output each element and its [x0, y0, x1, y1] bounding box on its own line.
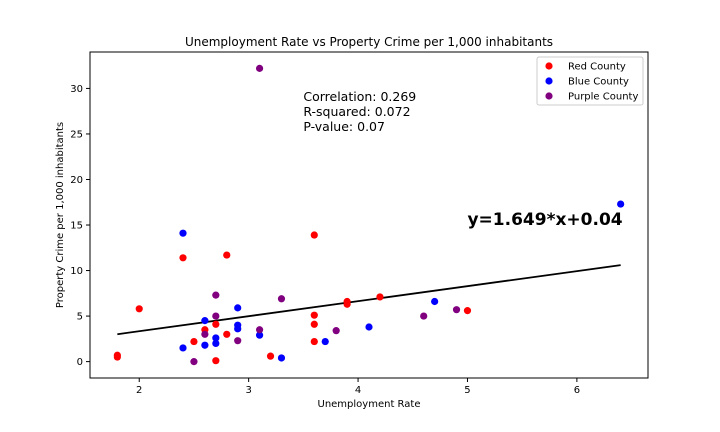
- axis-ticks: 2 3 4 5 6 0 5 10 15 20 25 30: [70, 84, 580, 396]
- data-point: [234, 337, 242, 345]
- y-tick-label: 20: [70, 175, 83, 186]
- legend-marker: [545, 62, 553, 70]
- legend-entry: Purple County: [568, 92, 638, 103]
- legend-marker: [545, 77, 553, 85]
- data-point: [212, 291, 220, 299]
- x-tick-label: 2: [136, 385, 142, 396]
- data-point: [332, 327, 340, 335]
- stat-line: P-value: 0.07: [303, 119, 385, 134]
- data-point: [212, 312, 220, 320]
- y-tick-label: 15: [70, 221, 83, 232]
- data-point: [223, 251, 231, 259]
- data-point: [223, 330, 231, 338]
- x-axis-label: Unemployment Rate: [318, 399, 421, 410]
- data-point: [212, 334, 220, 342]
- legend-box: [536, 56, 644, 106]
- stat-line: Correlation: 0.269: [303, 89, 416, 104]
- chart-title: Unemployment Rate vs Property Crime per …: [185, 35, 553, 49]
- data-point: [255, 64, 264, 72]
- x-tick-label: 6: [574, 385, 580, 396]
- data-point: [179, 254, 187, 262]
- y-tick-label: 30: [70, 84, 83, 95]
- data-point: [321, 337, 329, 346]
- data-point: [234, 325, 242, 333]
- regression-line: [117, 264, 621, 336]
- data-point: [277, 295, 286, 303]
- regression-equation: y=1.649*x+0.04: [467, 210, 622, 230]
- data-point: [113, 351, 121, 359]
- data-point: [343, 300, 351, 308]
- data-point: [179, 344, 187, 352]
- stat-line: R-squared: 0.072: [303, 104, 410, 119]
- data-point: [266, 352, 275, 360]
- data-point: [201, 317, 209, 325]
- data-point: [212, 357, 220, 365]
- data-point: [617, 200, 625, 208]
- y-tick-label: 5: [77, 312, 83, 323]
- data-point: [420, 312, 428, 320]
- data-point: [201, 330, 209, 338]
- data-point: [212, 320, 220, 328]
- regression-line-group: [117, 264, 621, 336]
- x-tick-label: 3: [245, 385, 251, 396]
- data-point: [212, 339, 220, 347]
- legend-marker: [545, 92, 553, 100]
- x-tick-label: 4: [355, 385, 361, 396]
- data-point: [135, 305, 143, 313]
- data-point: [365, 323, 373, 331]
- data-point: [310, 311, 318, 319]
- data-point: [179, 229, 187, 237]
- y-tick-label: 0: [77, 357, 83, 368]
- y-tick-label: 10: [70, 266, 83, 277]
- data-point: [190, 358, 198, 366]
- data-point: [310, 320, 318, 328]
- data-point: [255, 326, 264, 334]
- data-point: [310, 337, 318, 346]
- data-point: [255, 331, 264, 339]
- data-point: [431, 297, 439, 306]
- data-point: [190, 337, 198, 346]
- y-tick-label: 25: [70, 129, 83, 140]
- data-point: [310, 231, 318, 239]
- legend: Red County Blue County Purple County: [536, 56, 644, 106]
- data-point: [277, 354, 286, 362]
- y-axis-label: Property Crime per 1,000 inhabitants: [55, 122, 66, 308]
- data-point: [452, 306, 461, 314]
- data-point: [463, 307, 472, 315]
- data-points: [113, 64, 625, 366]
- data-point: [234, 304, 242, 312]
- data-point: [201, 341, 209, 349]
- plot-frame: [89, 51, 649, 379]
- legend-entry: Red County: [568, 62, 626, 73]
- data-point: [376, 293, 384, 301]
- x-tick-label: 5: [464, 385, 470, 396]
- legend-entry: Blue County: [568, 77, 629, 88]
